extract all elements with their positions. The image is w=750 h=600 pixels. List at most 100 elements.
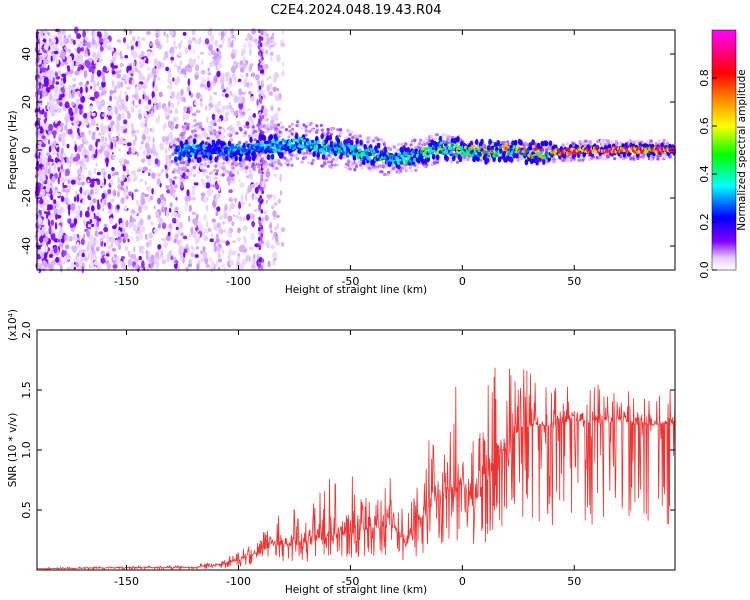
spectral-noise-dot: [185, 113, 190, 121]
spectral-noise-dot: [224, 71, 230, 79]
spectral-noise-dot: [59, 171, 62, 179]
spectral-halo-dot: [302, 151, 306, 155]
spectral-noise-dot: [260, 176, 263, 181]
spectral-noise-dot: [157, 76, 160, 81]
spectral-noise-dot: [88, 66, 93, 73]
spectral-halo-dot: [186, 125, 190, 129]
spectral-noise-dot: [143, 204, 149, 211]
spectral-noise-dot: [263, 63, 269, 70]
spectral-halo-dot: [199, 125, 203, 129]
spectral-halo-dot: [289, 157, 293, 161]
spectral-noise-dot: [88, 129, 92, 136]
spectral-noise-dot: [280, 227, 286, 233]
spectral-noise-dot: [54, 86, 58, 93]
spectral-noise-dot: [257, 44, 261, 50]
spectral-noise-dot: [109, 95, 112, 102]
spectral-noise-dot: [133, 61, 135, 67]
spectral-noise-dot: [167, 231, 171, 237]
spectral-track-dot: [509, 156, 514, 163]
spectral-noise-dot: [126, 160, 130, 165]
spectral-noise-dot: [126, 43, 130, 50]
spectral-halo-dot: [450, 159, 454, 163]
spectral-noise-dot: [239, 265, 243, 271]
spectral-noise-dot: [191, 185, 197, 190]
spectral-noise-dot: [143, 130, 147, 135]
spectral-noise-dot: [86, 80, 90, 85]
spectral-noise-dot: [118, 69, 122, 73]
spectral-noise-dot: [43, 157, 48, 164]
spectral-halo-dot: [199, 162, 203, 167]
spectral-noise-dot: [68, 176, 74, 180]
spectral-noise-dot: [258, 85, 262, 90]
spectral-noise-dot: [80, 238, 85, 246]
spectral-noise-dot: [251, 264, 255, 269]
spectral-halo-dot: [395, 170, 399, 174]
spectral-noise-dot: [209, 189, 214, 194]
spectral-track-dot: [258, 134, 263, 141]
spectral-noise-dot: [197, 170, 201, 174]
spectral-noise-dot: [191, 29, 196, 36]
spectral-noise-dot: [48, 38, 52, 42]
spectral-noise-dot: [216, 222, 221, 229]
spectral-noise-dot: [152, 149, 157, 156]
spectral-track-dot: [316, 152, 321, 159]
spectral-noise-dot: [197, 55, 200, 59]
spectral-noise-dot: [144, 181, 148, 186]
spectral-noise-dot: [87, 51, 91, 56]
spectral-halo-dot: [190, 159, 195, 163]
spectral-noise-dot: [121, 112, 125, 119]
spectral-noise-dot: [208, 51, 212, 56]
spectral-noise-dot: [180, 232, 184, 236]
spectral-halo-dot: [201, 127, 205, 131]
spectral-noise-dot: [41, 116, 44, 122]
spectral-noise-dot: [170, 56, 175, 61]
spectral-halo-dot: [176, 163, 180, 167]
spectral-noise-dot: [260, 264, 263, 270]
spectral-track-dot: [297, 147, 302, 154]
spectral-noise-dot: [84, 42, 90, 47]
spectral-halo-dot: [214, 164, 218, 168]
spectral-noise-dot: [117, 133, 121, 137]
spectral-halo-dot: [400, 143, 404, 147]
spectral-noise-dot: [130, 68, 134, 74]
spectral-noise-dot: [275, 235, 279, 243]
spectral-halo-dot: [171, 170, 175, 174]
spectral-halo-dot: [397, 170, 401, 175]
spectral-noise-dot: [273, 194, 276, 201]
spectral-noise-dot: [116, 190, 120, 198]
spectral-noise-dot: [161, 237, 166, 241]
spectral-noise-dot: [236, 237, 241, 242]
spectral-halo-dot: [223, 129, 227, 133]
spectral-noise-dot: [147, 214, 152, 220]
spectral-noise-dot: [258, 258, 261, 263]
spectral-noise-dot: [202, 197, 207, 203]
spectral-noise-dot: [223, 229, 226, 233]
spectral-noise-dot: [188, 37, 191, 44]
spectral-halo-dot: [428, 139, 432, 143]
spectral-noise-dot: [128, 147, 133, 155]
spectral-noise-dot: [146, 66, 151, 71]
spectral-noise-dot: [37, 222, 40, 226]
spectral-halo-dot: [178, 175, 182, 179]
spectral-halo-dot: [266, 168, 270, 172]
spectral-track-dot: [358, 148, 362, 152]
spectral-noise-dot: [119, 222, 125, 228]
spectral-noise-dot: [209, 256, 212, 263]
spectral-noise-dot: [95, 246, 100, 252]
spectral-noise-dot: [148, 259, 152, 265]
spectral-halo-dot: [255, 134, 259, 138]
spectral-noise-dot: [200, 250, 203, 255]
spectral-halo-dot: [191, 129, 195, 133]
spectral-noise-dot: [94, 230, 99, 237]
spectral-noise-dot: [257, 263, 261, 268]
spectral-track-dot: [294, 133, 299, 140]
spectral-halo-dot: [632, 154, 636, 158]
spectral-halo-dot: [516, 144, 521, 148]
spectral-halo-dot: [336, 163, 340, 167]
spectral-noise-dot: [172, 217, 177, 223]
spectral-halo-dot: [242, 166, 246, 170]
spectral-noise-dot: [215, 196, 218, 205]
spectral-noise-dot: [89, 219, 93, 224]
spectral-noise-dot: [104, 30, 107, 38]
spectral-noise-dot: [160, 193, 165, 200]
